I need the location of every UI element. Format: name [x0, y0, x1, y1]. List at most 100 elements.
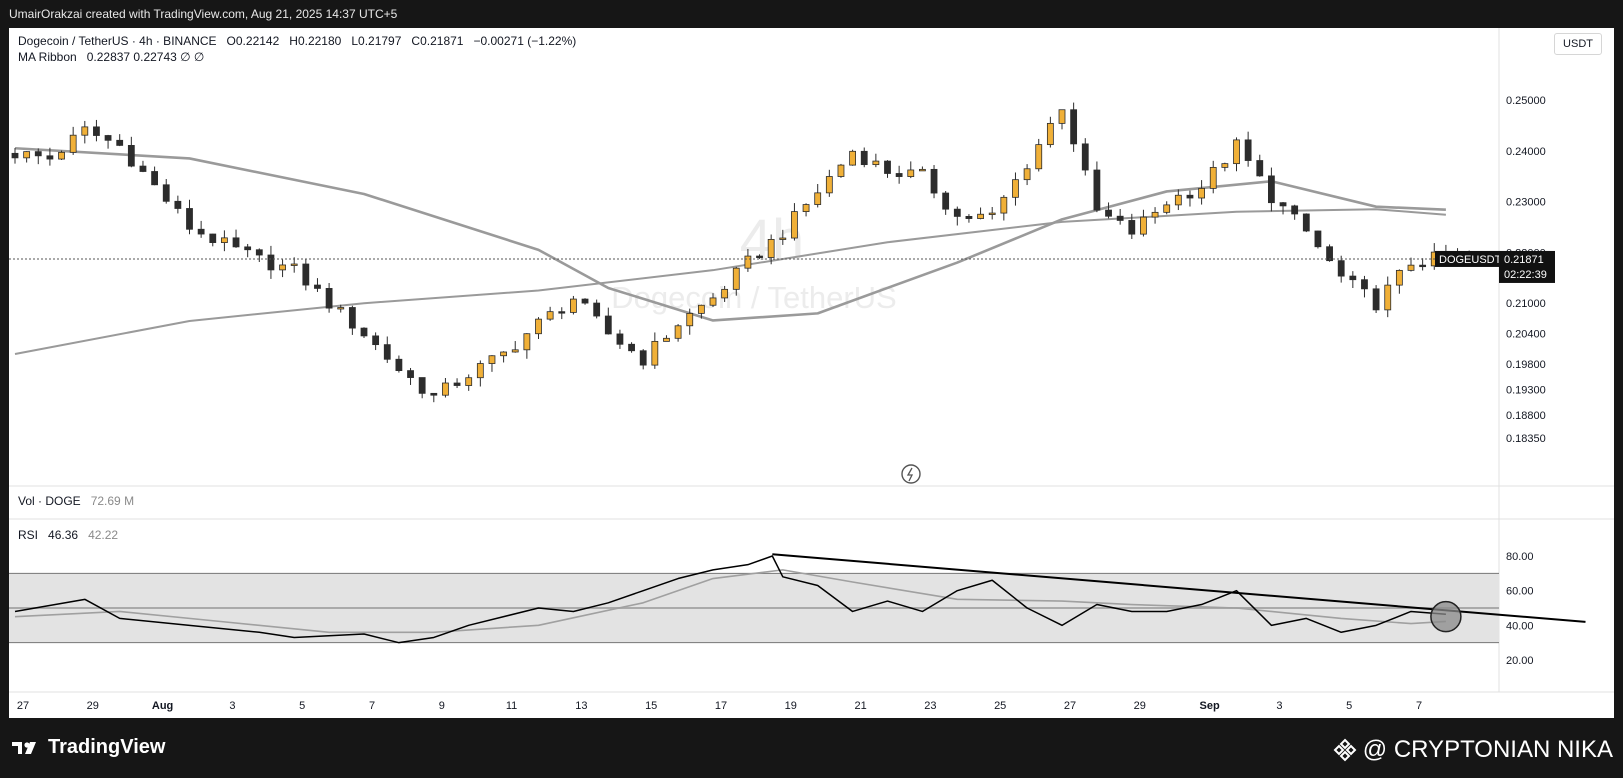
candle-down	[127, 145, 135, 167]
rsi-legend[interactable]: RSI 46.36 42.22	[18, 528, 118, 542]
time-tick-label: 19	[785, 700, 797, 712]
symbol-tag	[1435, 250, 1499, 267]
candle-up	[442, 382, 449, 396]
candle-down	[1326, 246, 1333, 262]
ohlc-high: H0.22180	[289, 34, 342, 48]
candle-down	[418, 377, 426, 394]
candle-down	[1070, 109, 1078, 145]
candle-down	[1291, 205, 1299, 215]
candle-up	[651, 340, 659, 366]
candles-group	[11, 102, 1473, 403]
time-tick-label: Aug	[152, 700, 173, 712]
candle-down	[1093, 169, 1101, 211]
candle-down	[1279, 202, 1287, 207]
time-tick-label: 27	[17, 700, 29, 712]
candle-down	[930, 168, 938, 194]
candle-up	[988, 212, 996, 215]
tradingview-logo-icon	[12, 741, 36, 754]
candle-down	[360, 327, 368, 337]
candle-down	[616, 333, 624, 345]
candle-down	[628, 343, 635, 352]
rsi-tick-label: 20.00	[1506, 655, 1534, 667]
rsi-tick-label: 40.00	[1506, 620, 1534, 632]
candle-up	[1023, 168, 1031, 181]
time-tick-label: 17	[715, 700, 727, 712]
candle-down	[1244, 139, 1252, 161]
candle-up	[674, 325, 682, 339]
candle-up	[814, 192, 822, 205]
time-tick-label: 25	[994, 700, 1006, 712]
price-tick-label: 0.18350	[1506, 433, 1546, 445]
candle-down	[942, 192, 950, 210]
candle-up	[663, 337, 670, 342]
price-tick-label: 0.19300	[1506, 385, 1546, 397]
candle-down	[1361, 279, 1368, 290]
candle-up	[290, 263, 298, 266]
vol-label: Vol · DOGE	[18, 494, 81, 508]
candle-down	[395, 358, 403, 372]
candle-down	[34, 151, 42, 157]
attribution-text: UmairOrakzai created with TradingView.co…	[9, 7, 398, 21]
candle-up	[779, 237, 787, 240]
symbol-legend: Dogecoin / TetherUS · 4h · BINANCE O0.22…	[18, 34, 576, 48]
chart-panel[interactable]: 0.250000.240000.230000.220000.210000.204…	[9, 28, 1614, 718]
candle-up	[825, 176, 833, 194]
candle-up	[1407, 264, 1415, 271]
candle-down	[953, 208, 961, 217]
ma-values: 0.22837 0.22743 ∅ ∅	[86, 50, 205, 64]
candle-up	[1012, 179, 1019, 198]
price-tick-label: 0.24000	[1506, 146, 1546, 158]
candle-up	[488, 355, 496, 364]
time-tick-label: 7	[369, 700, 375, 712]
price-tag	[1499, 250, 1555, 283]
candle-down	[116, 139, 124, 146]
candle-up	[977, 213, 984, 219]
time-tick-label: 3	[229, 700, 235, 712]
candle-up	[919, 168, 926, 172]
rsi-tick-label: 60.00	[1506, 586, 1534, 598]
candle-up	[1163, 204, 1171, 213]
candle-down	[197, 228, 205, 235]
time-tick-label: 23	[924, 700, 936, 712]
time-tick-label: 7	[1416, 700, 1422, 712]
footer-bar: TradingView @ CRYPTONIAN NIKA	[0, 718, 1623, 778]
ohlc-open: O0.22142	[226, 34, 280, 48]
candle-up	[1395, 269, 1403, 286]
time-tick-label: Sep	[1200, 700, 1220, 712]
candle-down	[209, 233, 217, 243]
candle-down	[1419, 264, 1427, 268]
symbol-title: Dogecoin / TetherUS · 4h · BINANCE	[18, 34, 217, 48]
ohlc-change: −0.00271 (−1.22%)	[473, 34, 577, 48]
time-tick-label: 21	[854, 700, 866, 712]
candle-down	[302, 263, 310, 286]
candle-up	[81, 126, 89, 136]
candle-down	[639, 350, 647, 366]
candle-up	[1035, 144, 1043, 170]
price-tick-label: 0.21000	[1506, 298, 1546, 310]
author-credit: @ CRYPTONIAN NIKA	[1333, 736, 1613, 764]
currency-button[interactable]: USDT	[1554, 33, 1602, 55]
candle-down	[174, 200, 182, 209]
candle-up	[1384, 284, 1392, 311]
candle-down	[139, 165, 147, 172]
candle-down	[1256, 160, 1264, 177]
candle-down	[314, 284, 321, 289]
candle-up	[709, 297, 717, 306]
tradingview-logo[interactable]: TradingView	[12, 736, 165, 759]
time-tick-label: 5	[299, 700, 305, 712]
volume-legend[interactable]: Vol · DOGE 72.69 M	[18, 494, 134, 508]
candle-up	[802, 204, 810, 213]
price-tag-label: 0.21871	[1504, 254, 1544, 266]
candle-up	[1209, 166, 1217, 189]
candle-up	[465, 377, 473, 386]
candle-up	[570, 298, 577, 313]
candle-down	[430, 392, 438, 396]
candle-up	[69, 134, 77, 153]
time-tick-label: 15	[645, 700, 657, 712]
candle-up	[1046, 122, 1054, 146]
candle-down	[11, 152, 19, 159]
time-tick-label: 5	[1346, 700, 1352, 712]
candle-up	[337, 307, 345, 310]
chart-svg[interactable]: 0.250000.240000.230000.220000.210000.204…	[9, 28, 1614, 718]
ma-legend[interactable]: MA Ribbon 0.22837 0.22743 ∅ ∅	[18, 50, 204, 64]
